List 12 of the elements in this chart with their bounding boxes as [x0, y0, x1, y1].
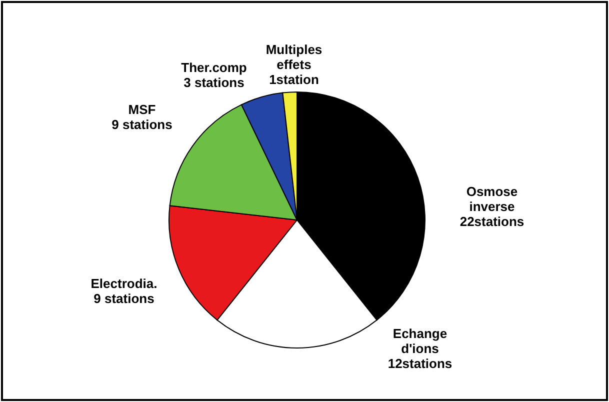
data-label: 12stations	[388, 356, 452, 371]
slice-label: Ther.comp	[181, 60, 247, 75]
data-label: 1station	[269, 72, 319, 87]
data-label: 9 stations	[94, 291, 154, 306]
data-label: 22stations	[460, 214, 524, 229]
slice-label: Electrodia.	[90, 276, 158, 291]
slice-label: Echange d'ions	[392, 326, 448, 356]
slice-label: Multiples effets	[266, 42, 322, 72]
slice-label: Osmose inverse	[466, 184, 518, 214]
data-label: 9 stations	[112, 117, 172, 132]
data-label: 3 stations	[184, 75, 244, 90]
slice-label: MSF	[128, 102, 156, 117]
